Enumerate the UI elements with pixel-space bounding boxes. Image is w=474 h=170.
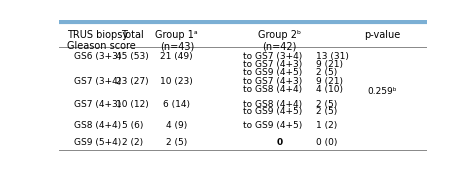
Text: Group 1ᵃ
(n=43): Group 1ᵃ (n=43) — [155, 30, 198, 51]
Text: 4 (10): 4 (10) — [316, 85, 343, 94]
Text: GS6 (3+3): GS6 (3+3) — [74, 53, 121, 62]
Text: 0 (0): 0 (0) — [316, 138, 338, 147]
Text: Total: Total — [121, 30, 144, 40]
Text: 0.259ᵇ: 0.259ᵇ — [368, 87, 397, 96]
Text: 10 (12): 10 (12) — [116, 100, 149, 109]
Text: 6 (14): 6 (14) — [164, 100, 190, 109]
Text: to GS9 (4+5): to GS9 (4+5) — [243, 68, 302, 77]
Text: 45 (53): 45 (53) — [116, 53, 149, 62]
Text: 9 (21): 9 (21) — [316, 60, 343, 69]
Text: GS9 (5+4): GS9 (5+4) — [74, 138, 121, 147]
Text: 2 (2): 2 (2) — [122, 138, 143, 147]
Text: 5 (6): 5 (6) — [122, 121, 144, 130]
Text: GS8 (4+4): GS8 (4+4) — [74, 121, 121, 130]
Text: to GS7 (4+3): to GS7 (4+3) — [243, 77, 302, 86]
Text: 2 (5): 2 (5) — [166, 138, 187, 147]
Text: to GS7 (4+3): to GS7 (4+3) — [243, 60, 302, 69]
Text: 2 (5): 2 (5) — [316, 107, 337, 116]
Text: 0: 0 — [277, 138, 283, 147]
Text: 9 (21): 9 (21) — [316, 77, 343, 86]
Text: p-value: p-value — [365, 30, 401, 40]
Text: 10 (23): 10 (23) — [160, 77, 193, 86]
Text: 2 (5): 2 (5) — [316, 68, 337, 77]
Text: to GS9 (4+5): to GS9 (4+5) — [243, 107, 302, 116]
Text: 1 (2): 1 (2) — [316, 121, 337, 130]
Text: 2 (5): 2 (5) — [316, 100, 337, 109]
Text: Group 2ᵇ
(n=42): Group 2ᵇ (n=42) — [258, 30, 301, 51]
Text: GS7 (4+3): GS7 (4+3) — [74, 100, 121, 109]
Text: 4 (9): 4 (9) — [166, 121, 187, 130]
Text: GS7 (3+4): GS7 (3+4) — [74, 77, 121, 86]
Text: to GS8 (4+4): to GS8 (4+4) — [243, 100, 302, 109]
Text: 23 (27): 23 (27) — [117, 77, 149, 86]
Text: 13 (31): 13 (31) — [316, 53, 349, 62]
Text: to GS9 (4+5): to GS9 (4+5) — [243, 121, 302, 130]
Text: TRUS biopsy
Gleason score: TRUS biopsy Gleason score — [66, 30, 136, 51]
Text: 21 (49): 21 (49) — [161, 53, 193, 62]
Text: to GS7 (3+4): to GS7 (3+4) — [243, 53, 302, 62]
Text: to GS8 (4+4): to GS8 (4+4) — [243, 85, 302, 94]
